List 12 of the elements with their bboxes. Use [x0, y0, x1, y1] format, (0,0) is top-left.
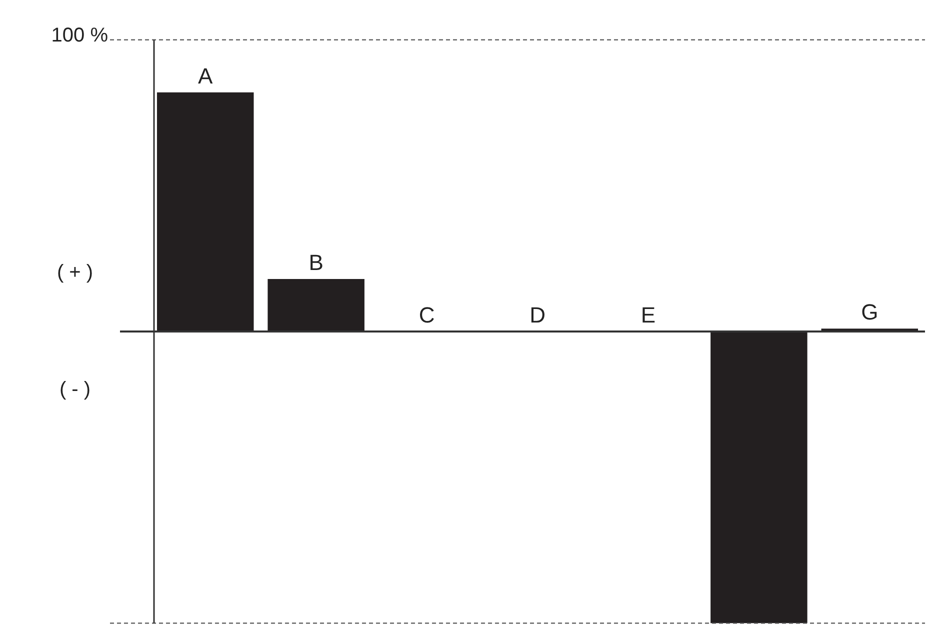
ref-line-label: 100 %	[51, 24, 108, 46]
text: ( - )	[59, 378, 91, 400]
x-tick-label: D	[530, 302, 546, 328]
x-tick-label: B	[308, 250, 324, 276]
bar	[268, 279, 364, 332]
bar	[156, 92, 254, 332]
text: ( + )	[56, 262, 94, 284]
x-tick-label: E	[640, 302, 656, 328]
x-tick-label: A	[198, 63, 214, 88]
x-tick-label: C	[418, 302, 435, 328]
x-tick-label: G	[861, 300, 878, 325]
bar	[710, 332, 808, 624]
